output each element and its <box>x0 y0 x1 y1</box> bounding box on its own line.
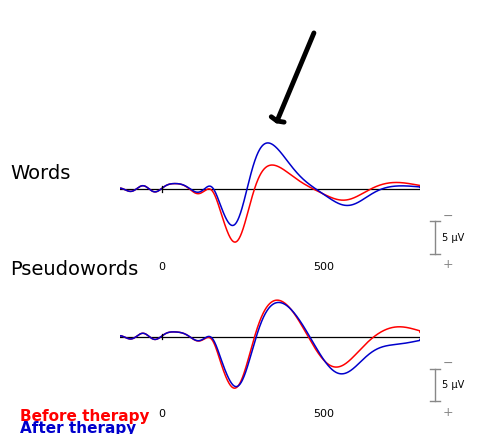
Text: 5 μV: 5 μV <box>442 233 465 243</box>
Text: +: + <box>442 406 453 419</box>
Text: +: + <box>442 258 453 271</box>
Text: Pseudowords: Pseudowords <box>10 260 138 279</box>
Text: −: − <box>442 210 453 223</box>
Text: Words: Words <box>10 164 70 183</box>
Text: After therapy: After therapy <box>20 421 136 434</box>
Text: −: − <box>442 357 453 370</box>
Text: 5 μV: 5 μV <box>442 380 465 390</box>
Text: Before therapy: Before therapy <box>20 409 150 424</box>
